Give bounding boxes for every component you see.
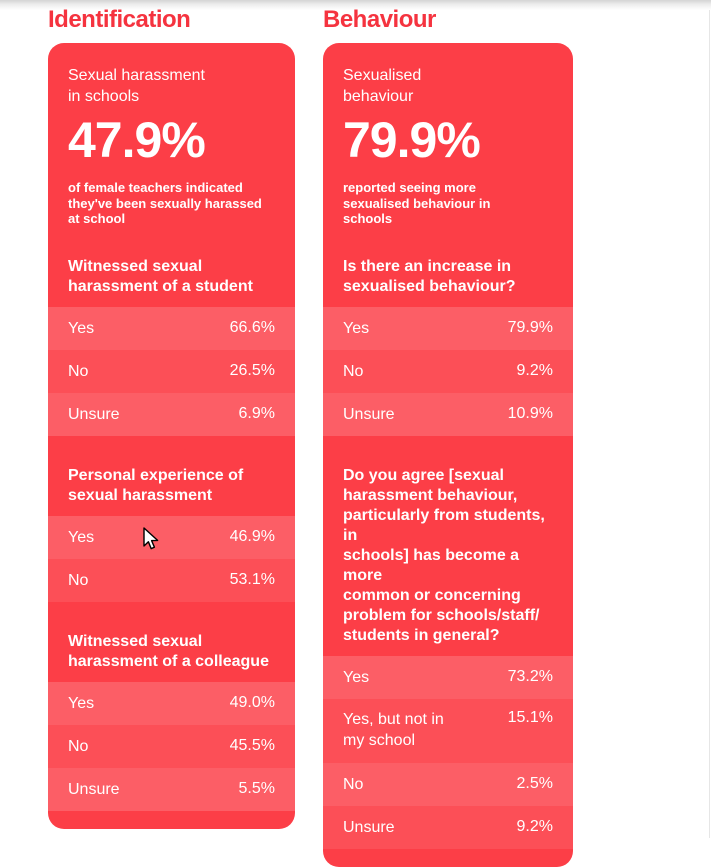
answer-row: No 26.5% [48,349,295,393]
column-heading-behaviour: Behaviour [323,6,436,33]
answer-row: Yes 66.6% [48,306,295,350]
answer-rows: Yes 46.9% No 53.1% [48,515,295,602]
answer-value: 10.9% [507,405,553,422]
answer-row: No 45.5% [48,724,295,768]
scrollbar-track[interactable] [709,10,710,838]
question-title: Personal experience of sexual harassment [68,466,244,504]
answer-value: 9.2% [516,362,553,379]
answer-label: No [68,362,89,380]
answer-value: 2.5% [516,775,553,792]
stat-value: 47.9% [68,112,206,168]
answer-row: Unsure 5.5% [48,767,295,811]
answer-rows: Yes 79.9% No 9.2% Unsure 10.9% [323,306,573,436]
answer-value: 49.0% [229,694,275,711]
stat-block-harassment: Sexual harassment in schools 47.9% of fe… [48,65,295,227]
answer-row: Yes 49.0% [48,681,295,725]
answer-value: 73.2% [507,668,553,685]
answer-label: Unsure [343,405,395,423]
infographic-columns: Identification Sexual harassment in scho… [48,6,573,867]
answer-value: 9.2% [516,818,553,835]
stat-description: reported seeing more sexualised behaviou… [343,180,491,226]
answer-row: Yes 46.9% [48,515,295,559]
column-identification: Identification Sexual harassment in scho… [48,6,295,867]
toolbar-bottom-shadow [0,0,711,10]
answer-label: Yes, but not in my school [343,710,444,749]
stat-block-sexualised-behaviour: Sexualised behaviour 79.9% reported seei… [323,65,573,227]
stat-label: Sexualised behaviour [343,67,422,105]
stat-value: 79.9% [343,112,481,168]
question-title: Do you agree [sexual harassment behaviou… [343,466,545,644]
answer-label: Unsure [343,818,395,836]
question-personal-experience: Personal experience of sexual harassment… [48,466,295,602]
answer-label: Yes [68,694,95,712]
answer-label: Unsure [68,780,120,798]
answer-value: 15.1% [507,708,553,726]
answer-label: No [343,775,364,793]
question-do-you-agree: Do you agree [sexual harassment behaviou… [323,466,573,849]
stat-description: of female teachers indicated they've bee… [68,180,262,226]
answer-value: 46.9% [229,528,275,545]
answer-label: Yes [343,319,370,337]
answer-value: 6.9% [238,405,275,422]
answer-row: No 9.2% [323,349,573,393]
answer-label: Yes [343,668,370,686]
answer-value: 5.5% [238,780,275,797]
answer-label: No [68,737,89,755]
answer-row: Yes, but not in my school 15.1% [323,698,573,763]
column-behaviour: Behaviour Sexualised behaviour 79.9% rep… [323,6,573,867]
column-heading-identification: Identification [48,6,191,33]
answer-row: No 53.1% [48,558,295,602]
answer-value: 66.6% [229,319,275,336]
answer-label: No [68,571,89,589]
answer-row: Yes 73.2% [323,655,573,699]
answer-label: Yes [68,319,95,337]
answer-label: No [343,362,364,380]
answer-row: No 2.5% [323,762,573,806]
answer-value: 79.9% [507,319,553,336]
question-witnessed-colleague: Witnessed sexual harassment of a colleag… [48,632,295,811]
answer-value: 53.1% [229,571,275,588]
answer-rows: Yes 49.0% No 45.5% Unsure 5.5% [48,681,295,811]
question-title: Is there an increase in sexualised behav… [343,257,516,295]
answer-label: Yes [68,528,95,546]
question-witnessed-student: Witnessed sexual harassment of a student… [48,257,295,436]
answer-row: Yes 79.9% [323,306,573,350]
answer-label: Unsure [68,405,120,423]
answer-row: Unsure 9.2% [323,805,573,849]
answer-value: 45.5% [229,737,275,754]
answer-rows: Yes 73.2% Yes, but not in my school 15.1… [323,655,573,849]
question-title: Witnessed sexual harassment of a colleag… [68,632,269,670]
identification-card: Sexual harassment in schools 47.9% of fe… [48,43,295,829]
question-title: Witnessed sexual harassment of a student [68,257,253,295]
stat-label: Sexual harassment in schools [68,67,205,105]
answer-rows: Yes 66.6% No 26.5% Unsure 6.9% [48,306,295,436]
behaviour-card: Sexualised behaviour 79.9% reported seei… [323,43,573,867]
answer-row: Unsure 10.9% [323,392,573,436]
question-increase-behaviour: Is there an increase in sexualised behav… [323,257,573,436]
answer-value: 26.5% [229,362,275,379]
answer-row: Unsure 6.9% [48,392,295,436]
